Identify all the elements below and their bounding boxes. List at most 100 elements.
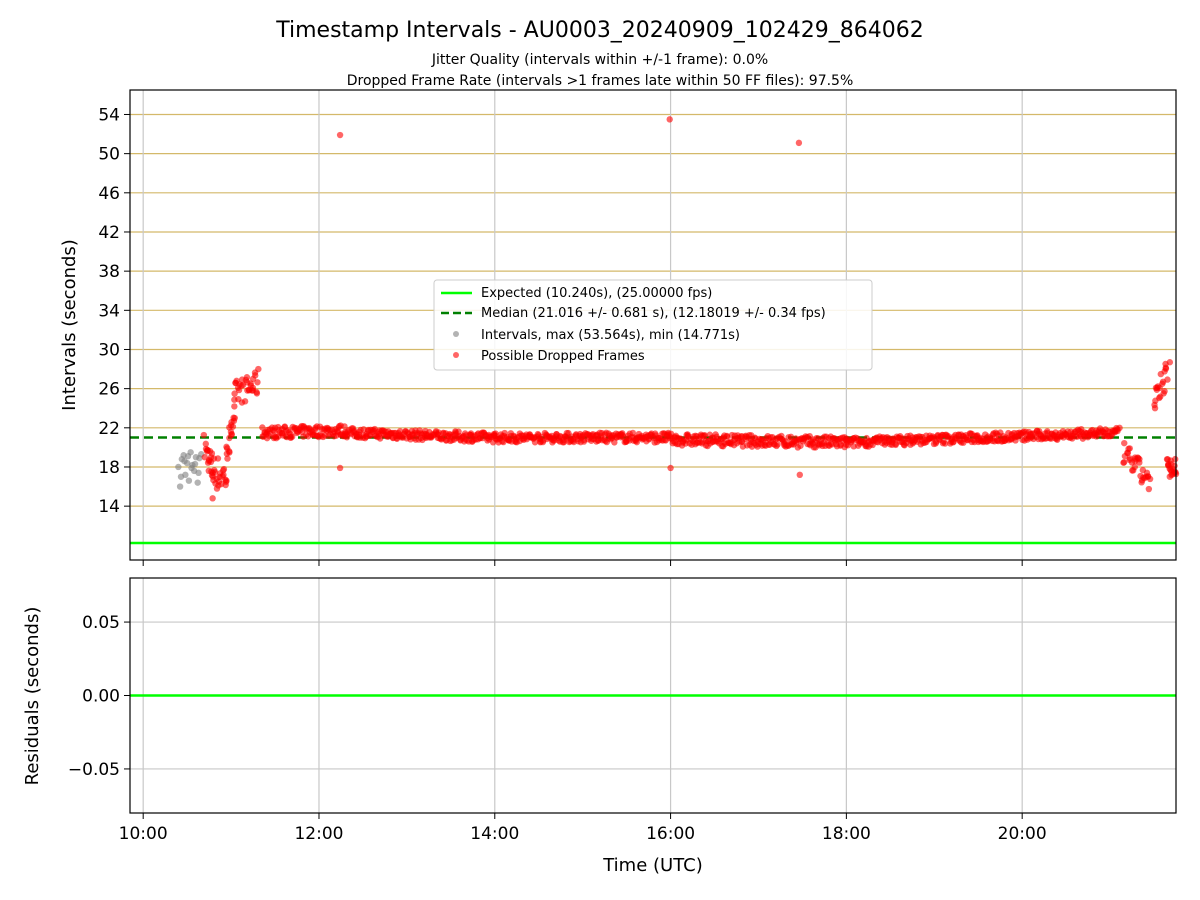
dropped-frame-point: [208, 450, 216, 457]
x-tick-label: 14:00: [470, 824, 519, 844]
intervals-y-tick-label: 54: [98, 105, 120, 125]
dropped-frame-point: [224, 455, 231, 462]
dropped-frame-point: [1126, 445, 1133, 452]
legend-median-label: Median (21.016 +/- 0.681 s), (12.18019 +…: [481, 306, 826, 321]
chart-legend: Expected (10.240s), (25.00000 fps) Media…: [433, 279, 873, 371]
dropped-frame-point: [1146, 475, 1154, 483]
chart-subtitle-line-2: Dropped Frame Rate (intervals >1 frames …: [347, 73, 854, 89]
interval-point: [191, 460, 199, 468]
dropped-frame-point: [1164, 376, 1171, 383]
interval-point: [195, 469, 202, 477]
intervals-y-tick-label: 18: [98, 458, 120, 478]
dropped-frame-point: [1171, 462, 1178, 470]
dropped-frame-point: [1161, 388, 1168, 395]
chart-subtitle-line-1: Jitter Quality (intervals within +/-1 fr…: [431, 52, 768, 68]
dropped-frame-point: [796, 471, 803, 479]
dropped-frame-point: [1162, 365, 1170, 372]
dropped-frame-point: [1145, 485, 1153, 493]
dropped-frame-point: [1136, 455, 1143, 463]
x-tick-label: 16:00: [646, 824, 695, 844]
dropped-frame-point: [795, 139, 803, 147]
intervals-y-tick-label: 46: [98, 184, 120, 204]
residuals-x-ticks: 10:00 12:00 14:00 16:00 18:00 20:00: [119, 813, 1047, 844]
dropped-frame-point: [254, 379, 261, 386]
dropped-frame-point: [231, 414, 238, 422]
dropped-frame-point: [723, 432, 731, 440]
interval-point: [176, 483, 184, 490]
residuals-y-tick-label: 0.05: [82, 613, 120, 633]
dropped-frame-point: [336, 131, 344, 139]
intervals-panel: 14 18 22 26 30 34 38 42 46 50 54 Intervals (second…: [59, 89, 1180, 566]
residuals-y-tick-label: 0.00: [82, 687, 120, 707]
interval-point: [177, 473, 185, 480]
interval-point: [184, 453, 192, 460]
intervals-y-tick-label: 26: [98, 380, 120, 400]
dropped-frame-point: [231, 390, 238, 397]
dropped-frame-point: [336, 464, 344, 472]
dropped-frame-point: [341, 423, 348, 430]
dropped-frame-point: [1166, 359, 1174, 366]
residuals-y-ticks: 0.05 0.00 −0.05: [68, 613, 130, 780]
legend-intervals-swatch: [453, 331, 459, 337]
dropped-frame-point: [228, 431, 235, 439]
dropped-frame-point: [376, 435, 384, 442]
interval-point: [175, 463, 182, 471]
x-tick-label: 20:00: [998, 824, 1047, 844]
interval-point: [185, 477, 193, 484]
dropped-frame-point: [1121, 439, 1128, 447]
dropped-frame-point: [229, 423, 237, 430]
dropped-frame-point: [214, 455, 222, 462]
dropped-frame-point: [1120, 459, 1128, 466]
intervals-y-ticks: 14 18 22 26 30 34 38 42 46 50 54: [98, 105, 130, 517]
intervals-y-tick-label: 38: [98, 262, 120, 282]
dropped-frame-point: [202, 440, 210, 448]
legend-dropped-swatch: [453, 352, 459, 358]
dropped-frame-point: [1151, 404, 1159, 412]
dropped-frame-point: [220, 465, 228, 473]
legend-intervals-label: Intervals, max (53.564s), min (14.771s): [481, 328, 740, 343]
dropped-frame-point: [241, 398, 249, 405]
dropped-frame-point: [531, 439, 539, 446]
dropped-frame-point: [667, 464, 674, 472]
dropped-frame-point: [1116, 424, 1123, 432]
interval-point: [194, 479, 201, 486]
dropped-frame-point: [701, 432, 708, 440]
dropped-frame-point: [255, 365, 262, 373]
intervals-y-axis-label: Intervals (seconds): [59, 239, 80, 411]
dropped-frame-point: [435, 429, 442, 436]
dropped-frame-point: [289, 433, 296, 440]
intervals-plot-frame: [129, 89, 1177, 561]
x-axis-label: Time (UTC): [602, 855, 703, 876]
intervals-y-tick-label: 34: [98, 301, 120, 321]
dropped-frame-point: [209, 495, 216, 502]
dropped-frame-point: [226, 448, 233, 455]
dropped-frame-point: [223, 477, 230, 484]
dropped-frame-point: [200, 431, 208, 439]
intervals-y-tick-label: 50: [98, 145, 120, 165]
legend-box: [433, 279, 873, 371]
residuals-y-tick-label: −0.05: [68, 760, 120, 780]
dropped-frame-point: [243, 374, 251, 381]
dropped-frame-point: [1131, 463, 1138, 471]
dropped-frame-point: [1171, 455, 1179, 463]
residuals-panel: 0.05 0.00 −0.05 10:00 12:00 14:00 16:00 18:00 2…: [22, 577, 1177, 876]
dropped-frame-point: [211, 468, 219, 476]
dropped-frame-point: [941, 440, 949, 447]
dropped-frame-point: [611, 439, 618, 446]
legend-dropped-label: Possible Dropped Frames: [481, 349, 645, 364]
dropped-frame-point: [633, 438, 641, 446]
intervals-y-tick-label: 42: [98, 223, 120, 243]
interval-point: [181, 457, 188, 465]
x-tick-label: 12:00: [294, 824, 343, 844]
residuals-y-axis-label: Residuals (seconds): [22, 607, 43, 786]
dropped-frame-point: [666, 116, 673, 123]
dropped-frame-point: [259, 424, 266, 431]
chart-title: Timestamp Intervals - AU0003_20240909_10…: [275, 18, 924, 43]
dropped-frame-point: [343, 434, 351, 441]
intervals-x-ticks: [142, 560, 1023, 566]
x-tick-label: 10:00: [119, 824, 168, 844]
dropped-frame-point: [253, 390, 261, 397]
intervals-y-tick-label: 22: [98, 419, 120, 439]
intervals-y-tick-label: 30: [98, 340, 120, 360]
